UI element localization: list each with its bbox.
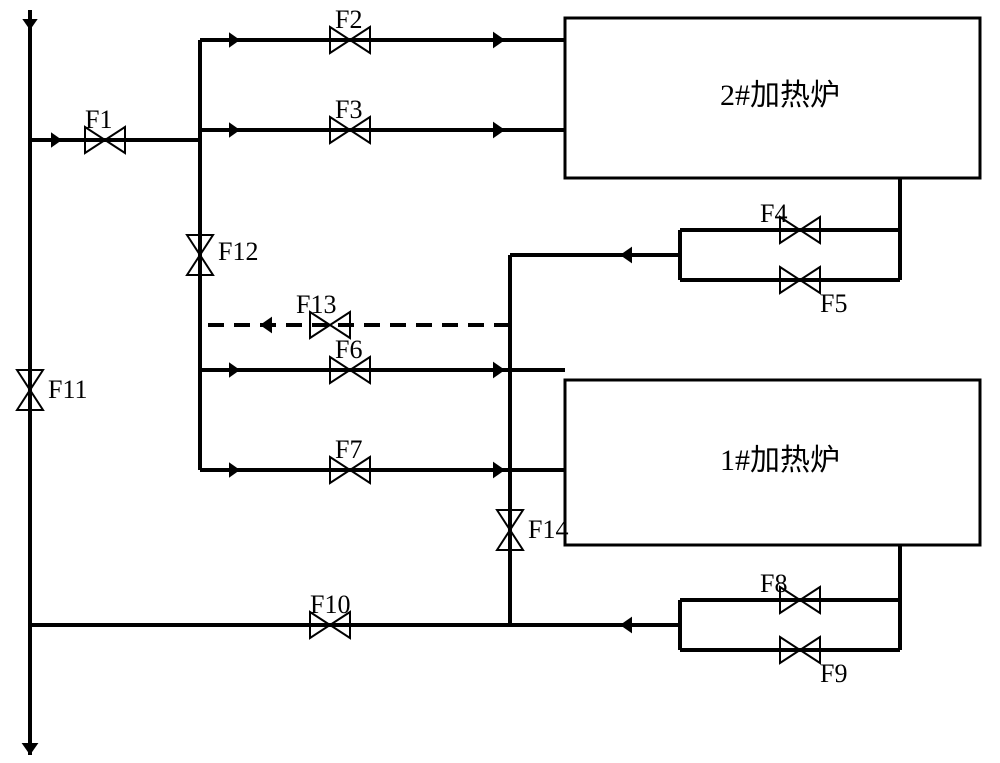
label-F14: F14 (528, 515, 568, 544)
label-F13: F13 (296, 290, 336, 319)
label-F10: F10 (310, 590, 350, 619)
label-F6: F6 (335, 335, 362, 364)
label-F5: F5 (820, 289, 847, 318)
furnace-1: 1#加热炉 (565, 380, 980, 545)
label-F9: F9 (820, 659, 847, 688)
furnace-2: 2#加热炉 (565, 18, 980, 178)
label-F8: F8 (760, 569, 787, 598)
label-F4: F4 (760, 199, 787, 228)
label-F3: F3 (335, 95, 362, 124)
furnace-1-label: 1#加热炉 (720, 444, 840, 477)
label-F7: F7 (335, 435, 362, 464)
label-F12: F12 (218, 237, 258, 266)
label-F1: F1 (85, 105, 112, 134)
label-F2: F2 (335, 5, 362, 34)
label-F11: F11 (48, 375, 88, 404)
furnace-2-label: 2#加热炉 (720, 79, 840, 112)
